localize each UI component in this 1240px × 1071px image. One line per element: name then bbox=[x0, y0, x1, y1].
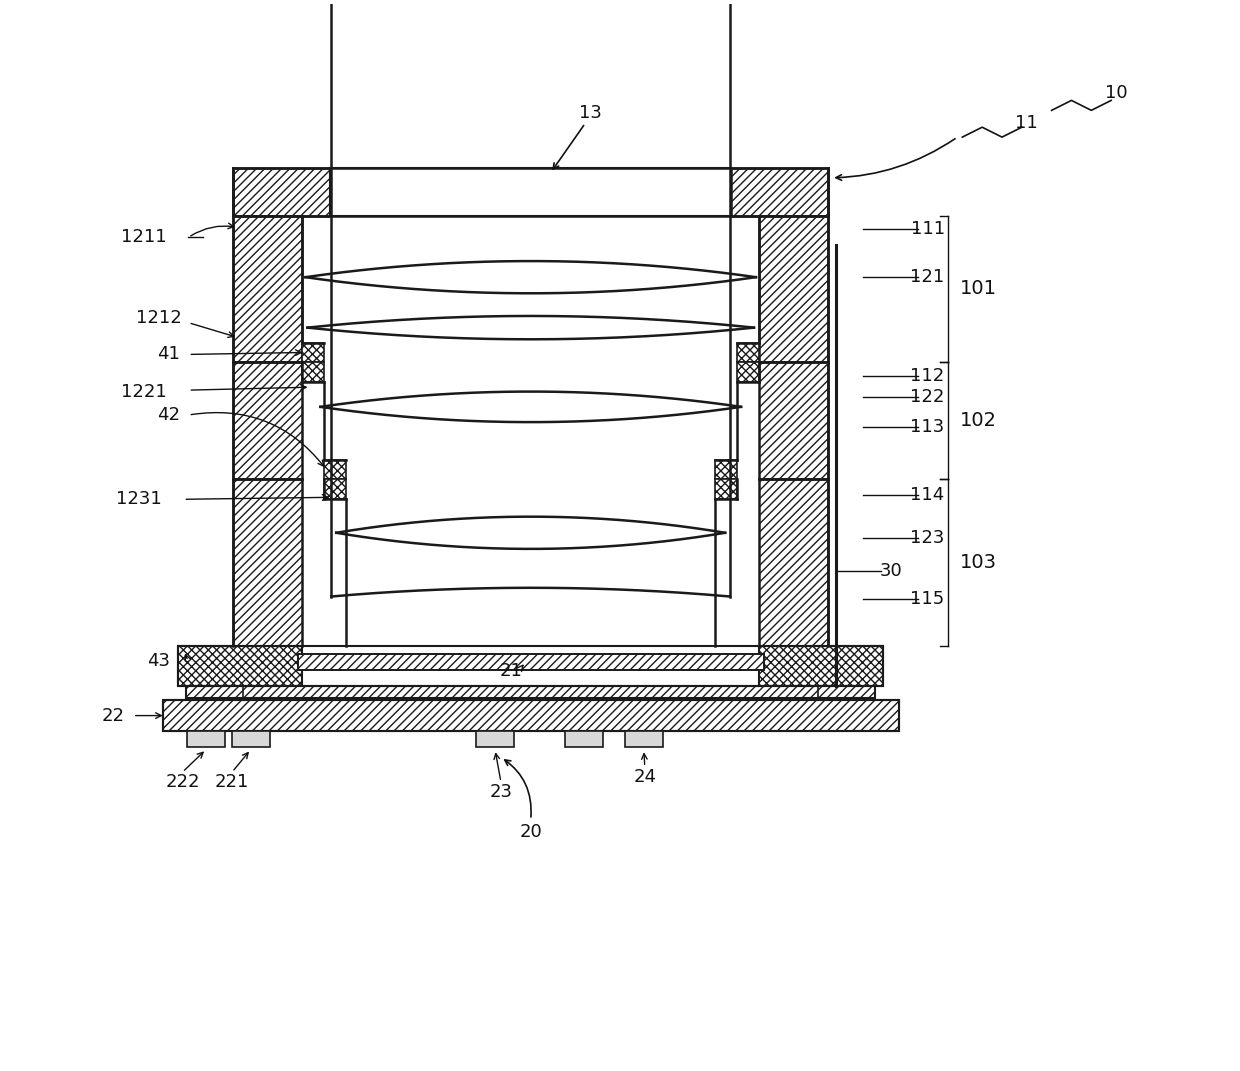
Text: 11: 11 bbox=[1016, 115, 1038, 132]
Bar bbox=[179, 646, 883, 685]
Bar bbox=[715, 480, 737, 499]
Text: 101: 101 bbox=[960, 280, 997, 299]
Text: 1221: 1221 bbox=[120, 383, 166, 402]
Text: 42: 42 bbox=[157, 406, 180, 424]
Bar bbox=[759, 215, 828, 362]
Bar bbox=[759, 480, 828, 646]
Text: 10: 10 bbox=[1105, 85, 1127, 103]
Bar bbox=[179, 646, 303, 685]
Bar bbox=[325, 480, 346, 499]
Text: 122: 122 bbox=[910, 388, 945, 406]
Bar bbox=[476, 731, 513, 748]
Text: 123: 123 bbox=[910, 529, 945, 546]
Text: 21: 21 bbox=[500, 662, 522, 680]
Bar bbox=[232, 731, 270, 748]
Bar bbox=[325, 459, 346, 480]
Text: 222: 222 bbox=[165, 773, 200, 791]
Bar bbox=[233, 480, 303, 646]
Text: 43: 43 bbox=[148, 652, 170, 670]
Bar bbox=[233, 168, 330, 215]
Bar bbox=[330, 168, 732, 215]
Text: 41: 41 bbox=[157, 346, 180, 363]
Text: 112: 112 bbox=[910, 367, 945, 386]
Bar bbox=[732, 168, 828, 215]
Text: 30: 30 bbox=[879, 562, 903, 580]
Text: 23: 23 bbox=[490, 783, 512, 801]
Bar bbox=[243, 685, 818, 697]
Bar bbox=[187, 731, 226, 748]
Bar bbox=[233, 362, 303, 480]
Bar bbox=[303, 343, 325, 362]
Text: 1212: 1212 bbox=[135, 308, 181, 327]
Text: 121: 121 bbox=[910, 268, 945, 286]
Bar bbox=[186, 685, 293, 697]
Bar bbox=[298, 654, 764, 670]
Bar bbox=[759, 362, 828, 480]
Bar bbox=[737, 343, 759, 362]
Text: 1211: 1211 bbox=[122, 228, 166, 246]
Bar bbox=[162, 699, 899, 731]
Bar bbox=[186, 685, 875, 697]
Bar bbox=[715, 459, 737, 480]
Text: 102: 102 bbox=[960, 411, 997, 431]
Text: 111: 111 bbox=[910, 221, 945, 239]
Bar bbox=[303, 362, 325, 382]
Bar bbox=[769, 685, 875, 697]
Text: 103: 103 bbox=[960, 554, 997, 572]
Text: 114: 114 bbox=[910, 486, 945, 504]
Bar bbox=[565, 731, 603, 748]
Bar bbox=[162, 699, 899, 731]
Bar bbox=[233, 215, 303, 362]
Bar bbox=[759, 646, 883, 685]
Text: 13: 13 bbox=[579, 104, 601, 122]
Text: 221: 221 bbox=[215, 773, 249, 791]
Bar bbox=[298, 654, 764, 670]
Text: 113: 113 bbox=[910, 418, 945, 436]
Bar bbox=[737, 362, 759, 382]
Text: 1231: 1231 bbox=[115, 491, 161, 509]
Text: 115: 115 bbox=[910, 590, 945, 608]
Text: 20: 20 bbox=[520, 823, 542, 841]
Text: 22: 22 bbox=[102, 707, 124, 725]
Bar bbox=[625, 731, 662, 748]
Text: 24: 24 bbox=[634, 768, 656, 786]
